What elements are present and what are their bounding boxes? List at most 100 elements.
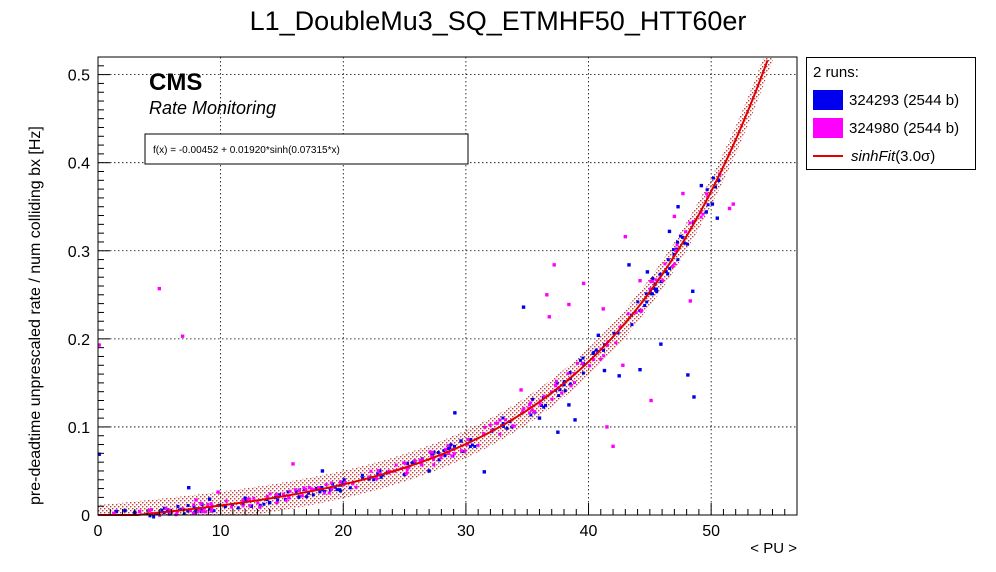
- data-point: [413, 461, 417, 465]
- data-point: [342, 478, 346, 482]
- legend-label-run-324293: 324293 (2544 b): [849, 91, 960, 109]
- data-point: [430, 450, 434, 454]
- data-point: [691, 289, 695, 293]
- data-point: [701, 212, 705, 216]
- data-point: [243, 496, 247, 500]
- data-point: [338, 480, 342, 484]
- data-point: [538, 402, 542, 406]
- data-point: [376, 472, 380, 476]
- data-point: [562, 380, 566, 384]
- data-point: [562, 383, 566, 387]
- data-point: [482, 432, 486, 436]
- data-point: [602, 368, 607, 373]
- data-point: [476, 443, 480, 447]
- data-point: [187, 485, 191, 490]
- axis-ticks: 0 10 20 30 40 50 0 0.1 0.2 0.3 0.4 0.5: [68, 56, 798, 540]
- data-point: [498, 418, 502, 422]
- data-point: [616, 331, 620, 335]
- data-point: [592, 358, 596, 362]
- data-point: [675, 243, 679, 247]
- data-point: [442, 449, 446, 453]
- data-point: [521, 305, 526, 309]
- data-point: [706, 203, 710, 207]
- data-point: [643, 304, 647, 308]
- data-point: [307, 485, 311, 489]
- data-point: [278, 493, 282, 497]
- data-point: [512, 424, 516, 428]
- data-point: [626, 312, 630, 316]
- data-point: [649, 279, 653, 283]
- data-point: [533, 409, 537, 413]
- data-point: [294, 489, 298, 493]
- data-point: [529, 413, 533, 417]
- data-point: [531, 397, 535, 401]
- data-point: [463, 449, 467, 453]
- data-point: [493, 421, 497, 425]
- data-point: [439, 456, 443, 460]
- data-point: [209, 509, 213, 513]
- data-point: [268, 492, 272, 496]
- fit-band: [98, 57, 773, 515]
- data-point: [605, 425, 609, 429]
- data-point: [262, 502, 266, 506]
- data-point: [452, 452, 456, 456]
- data-point: [446, 447, 450, 451]
- data-point: [468, 445, 472, 449]
- data-point: [483, 425, 487, 429]
- data-point: [291, 462, 295, 466]
- data-point: [614, 341, 618, 345]
- data-point: [207, 497, 212, 501]
- legend: 2 runs: 324293 (2544 b) 324980 (2544 b) …: [806, 57, 976, 170]
- data-point: [293, 488, 297, 492]
- fit-formula-text: f(x) = -0.00452 + 0.01920*sinh(0.07315*x…: [153, 145, 340, 156]
- data-point: [191, 511, 195, 515]
- data-point: [186, 509, 190, 513]
- data-point: [659, 280, 663, 284]
- data-point: [568, 371, 572, 375]
- data-point: [705, 188, 709, 192]
- data-point: [638, 367, 642, 372]
- data-point: [244, 498, 248, 502]
- x-tick-label: 30: [457, 523, 475, 540]
- data-point: [297, 489, 301, 493]
- data-point: [372, 478, 376, 482]
- data-point: [504, 418, 508, 422]
- data-point: [650, 292, 654, 296]
- data-point: [224, 499, 228, 503]
- data-point: [505, 426, 509, 430]
- data-point: [495, 421, 499, 425]
- data-point: [679, 234, 683, 238]
- data-point: [420, 463, 424, 467]
- data-point: [554, 383, 558, 387]
- data-point: [519, 388, 523, 392]
- data-point: [569, 384, 573, 388]
- data-point: [684, 230, 688, 234]
- data-point: [470, 443, 474, 447]
- data-point: [405, 461, 409, 465]
- data-point: [466, 437, 470, 441]
- data-point: [710, 202, 715, 206]
- data-point: [692, 219, 696, 223]
- data-point: [688, 299, 693, 303]
- data-point: [522, 407, 526, 411]
- data-point: [394, 463, 398, 467]
- legend-label-run-324980: 324980 (2544 b): [849, 119, 960, 137]
- x-tick-label: 50: [702, 523, 720, 540]
- data-point: [327, 491, 331, 495]
- data-point: [594, 348, 598, 352]
- data-point: [528, 411, 532, 415]
- data-point: [596, 333, 601, 338]
- data-point: [315, 486, 319, 490]
- data-point: [97, 343, 101, 347]
- data-point: [256, 501, 260, 505]
- data-point: [216, 490, 220, 494]
- data-point: [164, 507, 168, 511]
- data-point: [152, 515, 156, 519]
- data-point: [288, 489, 292, 493]
- data-point: [680, 235, 684, 239]
- data-point: [704, 210, 708, 214]
- data-point: [644, 292, 648, 296]
- data-point: [302, 486, 306, 490]
- data-point: [672, 252, 676, 256]
